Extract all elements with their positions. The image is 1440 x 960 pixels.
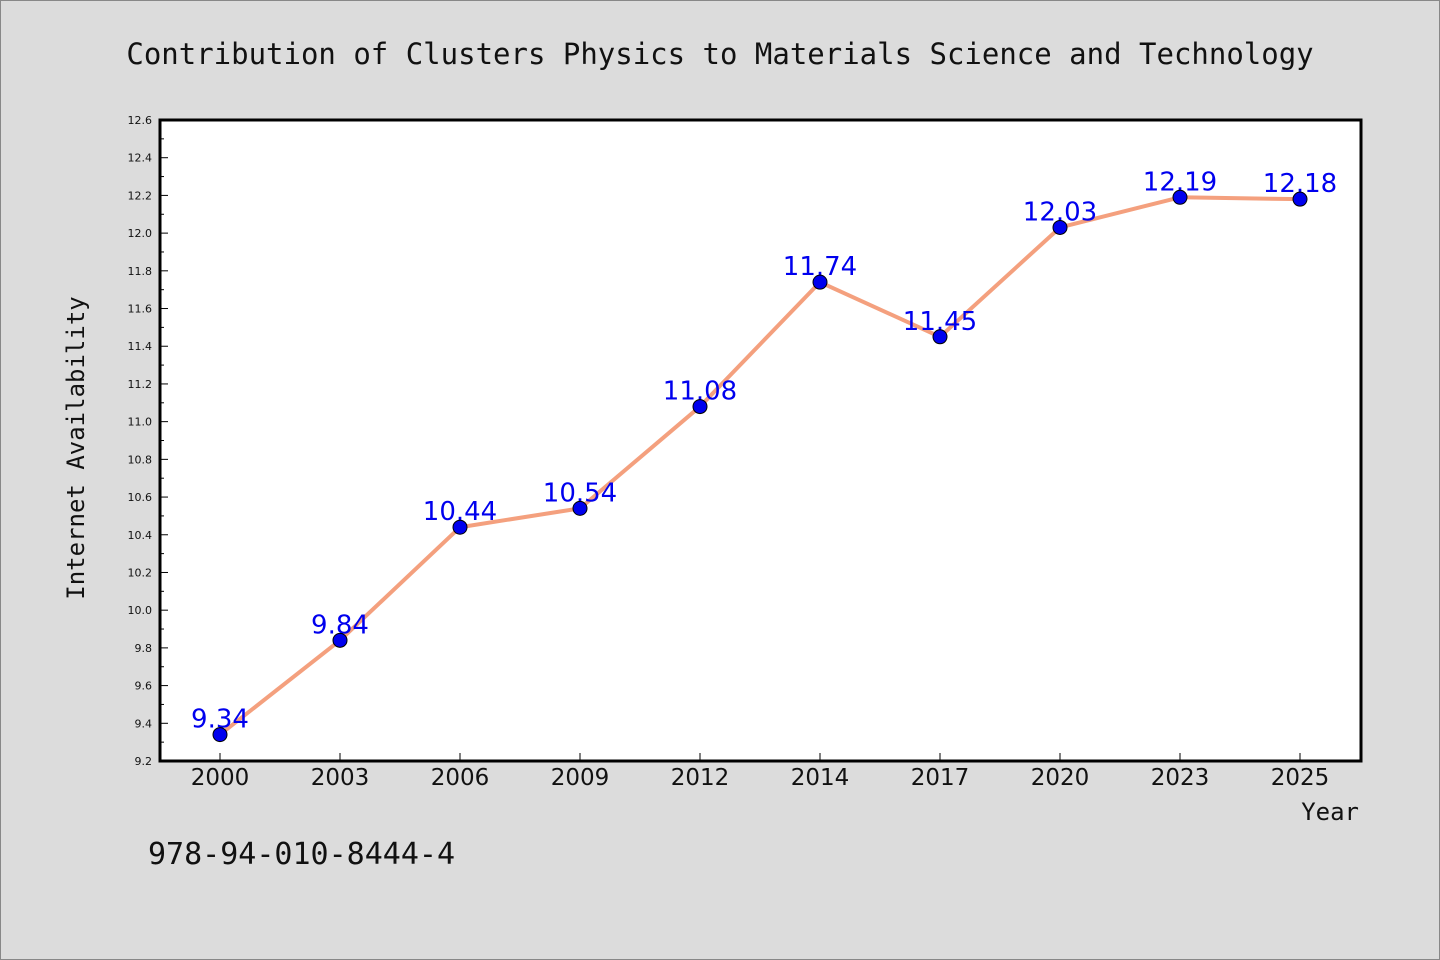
x-tick-label: 2006: [431, 765, 490, 791]
y-tick-label: 11.0: [128, 416, 153, 429]
data-point: [452, 519, 468, 535]
data-point: [572, 500, 588, 516]
y-axis: 9.2 9.4 9.6 9.8 10.0 10.2 10.4 10.6 10.8 11.0 11.2…: [128, 114, 168, 768]
data-point: [932, 329, 948, 345]
y-tick-label: 9.4: [135, 717, 153, 730]
data-point: [692, 399, 708, 415]
y-tick-label: 11.8: [128, 265, 153, 278]
y-tick-label: 10.8: [128, 453, 153, 466]
y-tick-label: 12.6: [128, 114, 153, 127]
data-point: [1172, 189, 1188, 205]
y-tick-label: 10.0: [128, 604, 153, 617]
data-point: [332, 632, 348, 648]
x-tick-label: 2012: [671, 765, 730, 791]
data-point: [1052, 219, 1068, 235]
y-tick-label: 11.6: [128, 303, 153, 316]
y-tick-label: 9.6: [135, 680, 153, 693]
x-tick-label: 2009: [551, 765, 610, 791]
isbn-annotation: 978-94-010-8444-4: [148, 837, 455, 872]
data-point: [212, 727, 228, 743]
y-tick-label: 12.0: [128, 227, 153, 240]
series-group: 9.349.8410.4410.5411.0811.7411.4512.0312…: [191, 167, 1337, 743]
x-tick-label: 2014: [791, 765, 850, 791]
y-tick-label: 12.4: [128, 152, 153, 165]
x-tick-label: 2020: [1031, 765, 1090, 791]
chart-title: Contribution of Clusters Physics to Mate…: [126, 37, 1313, 71]
x-tick-label: 2000: [191, 765, 250, 791]
x-tick-label: 2017: [911, 765, 970, 791]
x-tick-label: 2023: [1151, 765, 1210, 791]
data-point: [1292, 191, 1308, 207]
y-tick-label: 10.4: [128, 529, 153, 542]
y-tick-label: 12.2: [128, 189, 153, 202]
y-tick-label: 10.6: [128, 491, 153, 504]
data-point: [812, 274, 828, 290]
x-axis-label: Year: [1301, 798, 1359, 826]
series-line: [218, 195, 1301, 737]
y-tick-label: 10.2: [128, 566, 153, 579]
y-tick-label: 9.8: [135, 642, 153, 655]
y-tick-label: 11.2: [128, 378, 153, 391]
y-tick-label: 9.2: [135, 755, 153, 768]
x-tick-label: 2025: [1271, 765, 1330, 791]
y-axis-label: Internet Availability: [62, 296, 90, 599]
x-axis: 2000 2003 2006 2009 2012 2014 2017 2020 2023 2025: [191, 753, 1330, 791]
x-tick-label: 2003: [311, 765, 370, 791]
y-tick-label: 11.4: [128, 340, 153, 353]
plot-area: [158, 118, 1363, 763]
